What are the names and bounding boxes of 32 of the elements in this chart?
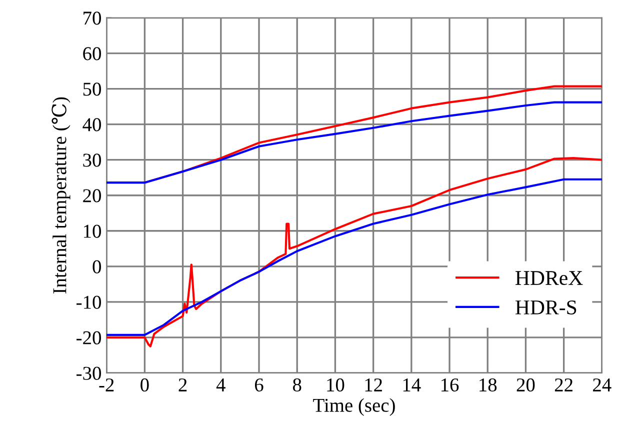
y-tick-label: 50 — [83, 82, 101, 96]
x-tick-label: 14 — [403, 378, 421, 392]
y-tick-label: 0 — [92, 260, 101, 274]
x-tick-label: 0 — [140, 378, 149, 392]
y-tick-label: -30 — [76, 366, 101, 380]
x-tick-label: 22 — [554, 378, 572, 392]
x-tick-label: 10 — [327, 378, 344, 392]
x-tick-label: 16 — [442, 378, 459, 392]
y-tick-label: -20 — [76, 331, 101, 344]
x-tick-label: 18 — [480, 378, 497, 392]
x-tick-label: 4 — [216, 378, 226, 392]
x-tick-label: 8 — [292, 378, 302, 392]
line-series — [106, 101, 602, 184]
y-tick-label: 30 — [83, 154, 101, 167]
line-series — [106, 178, 602, 336]
y-tick-label: 40 — [82, 118, 101, 132]
x-tick-label: -2 — [99, 378, 114, 392]
y-tick-label: 10 — [84, 224, 101, 238]
x-tick-label: 24 — [593, 378, 612, 392]
legend-label: HDReX — [515, 271, 583, 286]
y-axis-title: Internal temperature (℃) — [52, 97, 70, 294]
y-tick-label: 60 — [83, 47, 101, 60]
line-series — [106, 157, 602, 348]
y-tick-label: -10 — [76, 296, 101, 309]
x-tick-label: 2 — [178, 378, 187, 392]
x-axis-title: Time (sec) — [313, 398, 395, 416]
y-tick-label: 70 — [84, 12, 101, 25]
x-tick-label: 6 — [254, 378, 264, 392]
x-tick-label: 20 — [516, 378, 535, 392]
x-tick-label: 12 — [365, 378, 382, 392]
y-tick-label: 20 — [83, 189, 101, 202]
legend-label: HDR-S — [515, 300, 576, 314]
